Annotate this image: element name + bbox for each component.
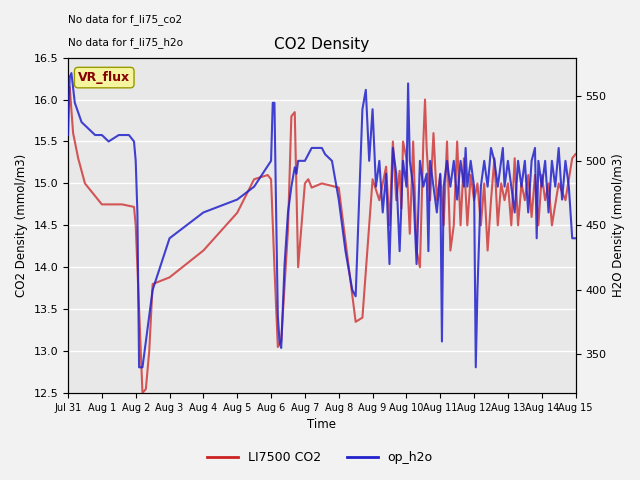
Legend: LI7500 CO2, op_h2o: LI7500 CO2, op_h2o — [202, 446, 438, 469]
Y-axis label: CO2 Density (mmol/m3): CO2 Density (mmol/m3) — [15, 154, 28, 297]
Text: VR_flux: VR_flux — [78, 71, 131, 84]
Y-axis label: H2O Density (mmol/m3): H2O Density (mmol/m3) — [612, 154, 625, 297]
Text: No data for f_li75_co2: No data for f_li75_co2 — [68, 14, 182, 25]
Title: CO2 Density: CO2 Density — [274, 37, 369, 52]
Text: No data for f_li75_h2o: No data for f_li75_h2o — [68, 37, 183, 48]
X-axis label: Time: Time — [307, 419, 336, 432]
